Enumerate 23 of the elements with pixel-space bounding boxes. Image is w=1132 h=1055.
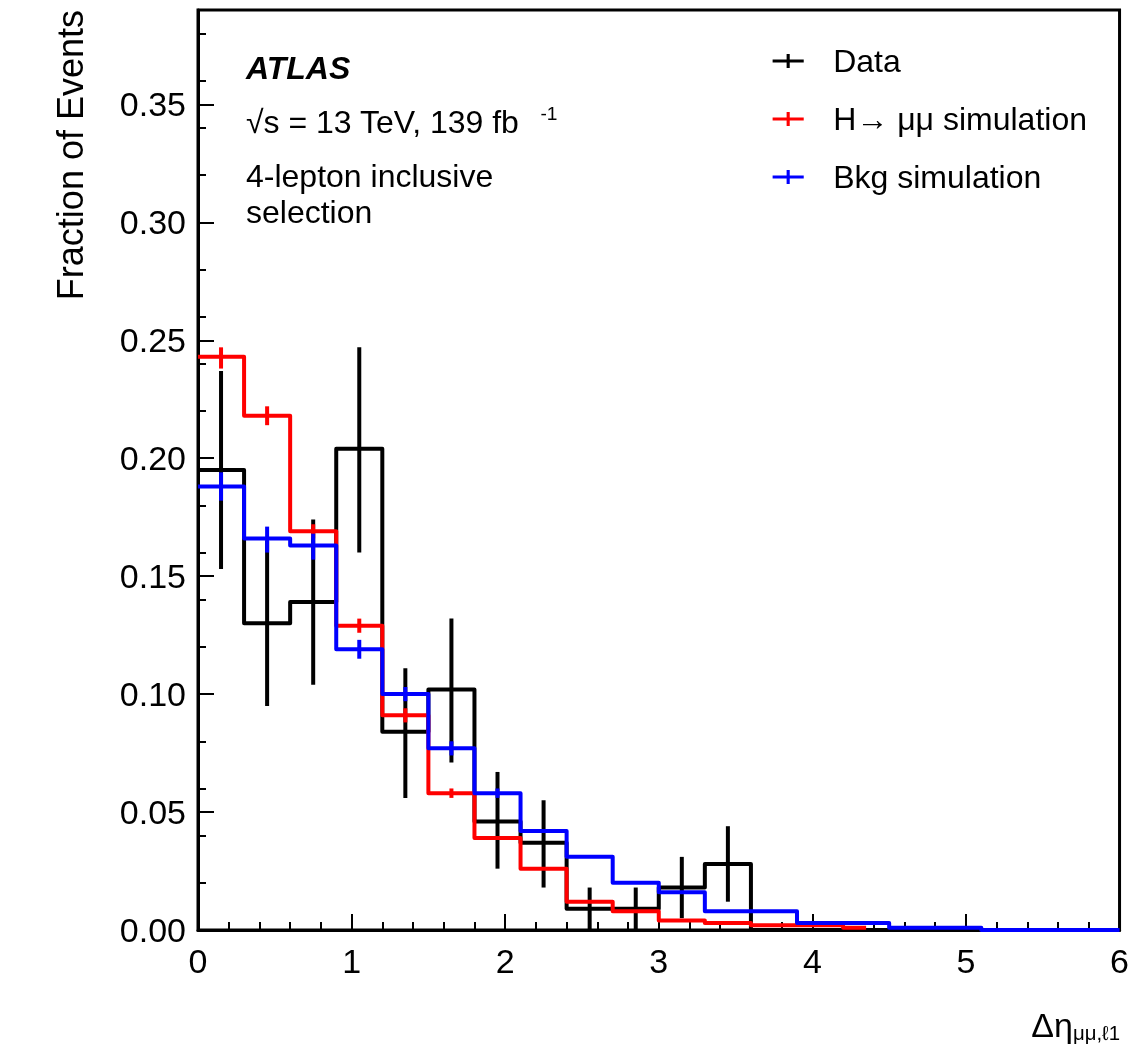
x-tick-label: 5 xyxy=(956,942,976,980)
x-tick-label: 3 xyxy=(649,942,669,980)
x-tick-label: 2 xyxy=(495,942,515,980)
y-tick-label: 0.25 xyxy=(119,321,186,360)
x-tick-label: 6 xyxy=(1110,942,1130,980)
legend-label: H→ μμ simulation xyxy=(833,101,1087,137)
x-tick-label: 0 xyxy=(188,942,208,980)
y-tick-label: 0.15 xyxy=(119,557,186,596)
annotation: ATLAS xyxy=(245,50,351,86)
annotation: √s = 13 TeV, 139 fb-1 xyxy=(246,103,558,140)
x-tick-label: 4 xyxy=(802,942,822,980)
y-tick-label: 0.30 xyxy=(119,203,186,242)
y-tick-label: 0.35 xyxy=(119,85,186,124)
y-axis-title: Fraction of Events xyxy=(49,10,91,301)
legend-label: Bkg simulation xyxy=(833,159,1042,195)
x-tick-label: 1 xyxy=(342,942,362,980)
y-tick-label: 0.00 xyxy=(119,911,186,949)
y-tick-label: 0.20 xyxy=(119,439,186,478)
annotation: 4-lepton inclusive selection xyxy=(246,158,503,230)
y-tick-label: 0.10 xyxy=(119,675,186,714)
legend-label: Data xyxy=(833,43,901,79)
y-tick-label: 0.05 xyxy=(119,793,186,832)
x-axis-title: Δημμ,ℓ1 xyxy=(1031,1005,1120,1044)
